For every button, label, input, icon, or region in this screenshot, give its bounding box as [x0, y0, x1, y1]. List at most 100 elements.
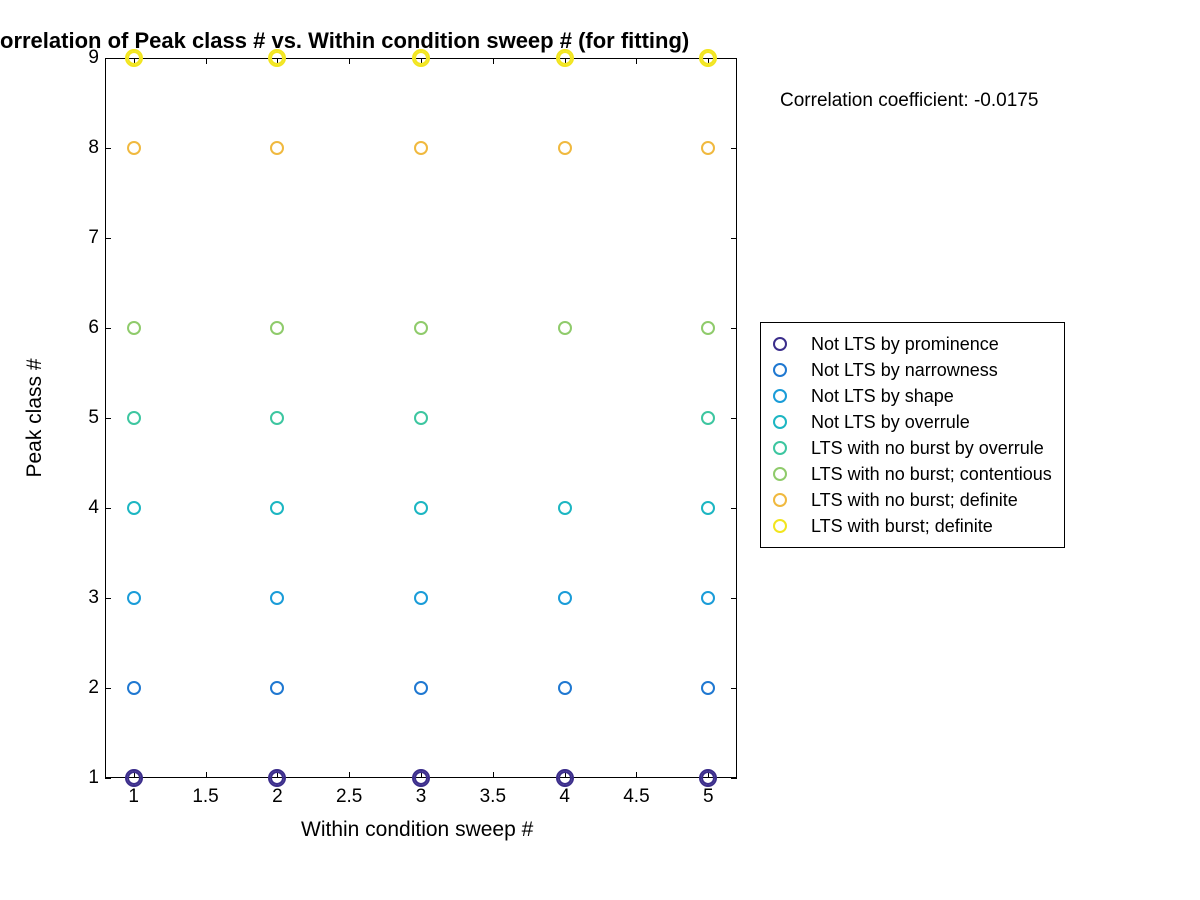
- legend-label: Not LTS by overrule: [811, 412, 970, 433]
- legend-item: Not LTS by prominence: [773, 331, 1052, 357]
- y-tick-mark: [731, 58, 737, 59]
- scatter-marker: [701, 51, 715, 65]
- legend-label: LTS with no burst; definite: [811, 490, 1018, 511]
- legend-swatch-icon: [773, 467, 787, 481]
- y-tick-mark: [731, 508, 737, 509]
- y-tick-mark: [731, 778, 737, 779]
- x-tick-mark: [206, 772, 207, 778]
- legend-item: LTS with no burst; definite: [773, 487, 1052, 513]
- y-tick-mark: [731, 148, 737, 149]
- x-tick-mark: [493, 772, 494, 778]
- scatter-marker: [558, 591, 572, 605]
- scatter-marker: [127, 501, 141, 515]
- scatter-marker: [701, 411, 715, 425]
- legend-label: LTS with burst; definite: [811, 516, 993, 537]
- x-tick-label: 4: [559, 786, 570, 808]
- y-tick-label: 3: [75, 587, 99, 609]
- legend-swatch-icon: [773, 415, 787, 429]
- scatter-marker: [558, 771, 572, 785]
- y-tick-mark: [731, 328, 737, 329]
- scatter-marker: [701, 771, 715, 785]
- y-tick-label: 7: [75, 227, 99, 249]
- scatter-marker: [270, 141, 284, 155]
- scatter-marker: [414, 141, 428, 155]
- scatter-marker: [127, 771, 141, 785]
- y-axis-label: Peak class #: [23, 358, 47, 477]
- scatter-marker: [127, 681, 141, 695]
- scatter-marker: [270, 51, 284, 65]
- legend-label: Not LTS by shape: [811, 386, 954, 407]
- y-tick-mark: [105, 418, 111, 419]
- scatter-marker: [270, 411, 284, 425]
- y-tick-mark: [731, 598, 737, 599]
- scatter-marker: [701, 141, 715, 155]
- y-tick-mark: [105, 58, 111, 59]
- x-tick-label: 1.5: [192, 786, 218, 808]
- scatter-marker: [414, 51, 428, 65]
- scatter-marker: [558, 141, 572, 155]
- y-tick-mark: [105, 508, 111, 509]
- scatter-marker: [127, 51, 141, 65]
- scatter-marker: [270, 591, 284, 605]
- y-tick-mark: [731, 688, 737, 689]
- scatter-marker: [558, 51, 572, 65]
- scatter-marker: [127, 411, 141, 425]
- y-tick-mark: [105, 688, 111, 689]
- y-tick-label: 9: [75, 47, 99, 69]
- scatter-marker: [701, 591, 715, 605]
- y-tick-mark: [105, 238, 111, 239]
- scatter-marker: [414, 591, 428, 605]
- legend-item: Not LTS by narrowness: [773, 357, 1052, 383]
- scatter-marker: [558, 321, 572, 335]
- x-tick-mark: [206, 58, 207, 64]
- x-tick-label: 3: [416, 786, 427, 808]
- scatter-marker: [127, 591, 141, 605]
- x-tick-label: 1: [128, 786, 139, 808]
- x-tick-mark: [636, 58, 637, 64]
- scatter-marker: [701, 681, 715, 695]
- legend-swatch-icon: [773, 441, 787, 455]
- scatter-marker: [270, 771, 284, 785]
- scatter-marker: [270, 501, 284, 515]
- scatter-marker: [558, 681, 572, 695]
- legend-swatch-icon: [773, 519, 787, 533]
- y-tick-mark: [731, 238, 737, 239]
- y-tick-mark: [105, 598, 111, 599]
- scatter-marker: [558, 501, 572, 515]
- scatter-marker: [701, 321, 715, 335]
- x-tick-label: 3.5: [480, 786, 506, 808]
- legend-swatch-icon: [773, 363, 787, 377]
- correlation-annotation: Correlation coefficient: -0.0175: [780, 90, 1038, 112]
- scatter-marker: [414, 321, 428, 335]
- scatter-marker: [414, 501, 428, 515]
- scatter-marker: [414, 411, 428, 425]
- y-tick-label: 5: [75, 407, 99, 429]
- x-tick-mark: [636, 772, 637, 778]
- y-tick-label: 1: [75, 767, 99, 789]
- y-tick-mark: [105, 778, 111, 779]
- x-tick-label: 5: [703, 786, 714, 808]
- y-tick-label: 2: [75, 677, 99, 699]
- scatter-marker: [270, 321, 284, 335]
- legend-item: Not LTS by overrule: [773, 409, 1052, 435]
- legend-item: LTS with no burst; contentious: [773, 461, 1052, 487]
- legend-item: LTS with no burst by overrule: [773, 435, 1052, 461]
- scatter-marker: [270, 681, 284, 695]
- legend-label: LTS with no burst; contentious: [811, 464, 1052, 485]
- x-tick-mark: [493, 58, 494, 64]
- legend-swatch-icon: [773, 389, 787, 403]
- x-tick-mark: [349, 772, 350, 778]
- legend: Not LTS by prominenceNot LTS by narrowne…: [760, 322, 1065, 548]
- legend-label: LTS with no burst by overrule: [811, 438, 1044, 459]
- y-tick-label: 8: [75, 137, 99, 159]
- legend-swatch-icon: [773, 337, 787, 351]
- x-tick-label: 2: [272, 786, 283, 808]
- x-tick-label: 4.5: [623, 786, 649, 808]
- scatter-marker: [127, 321, 141, 335]
- scatter-marker: [701, 501, 715, 515]
- y-tick-label: 6: [75, 317, 99, 339]
- chart-title: orrelation of Peak class # vs. Within co…: [0, 28, 689, 54]
- y-tick-mark: [105, 328, 111, 329]
- legend-swatch-icon: [773, 493, 787, 507]
- legend-label: Not LTS by prominence: [811, 334, 999, 355]
